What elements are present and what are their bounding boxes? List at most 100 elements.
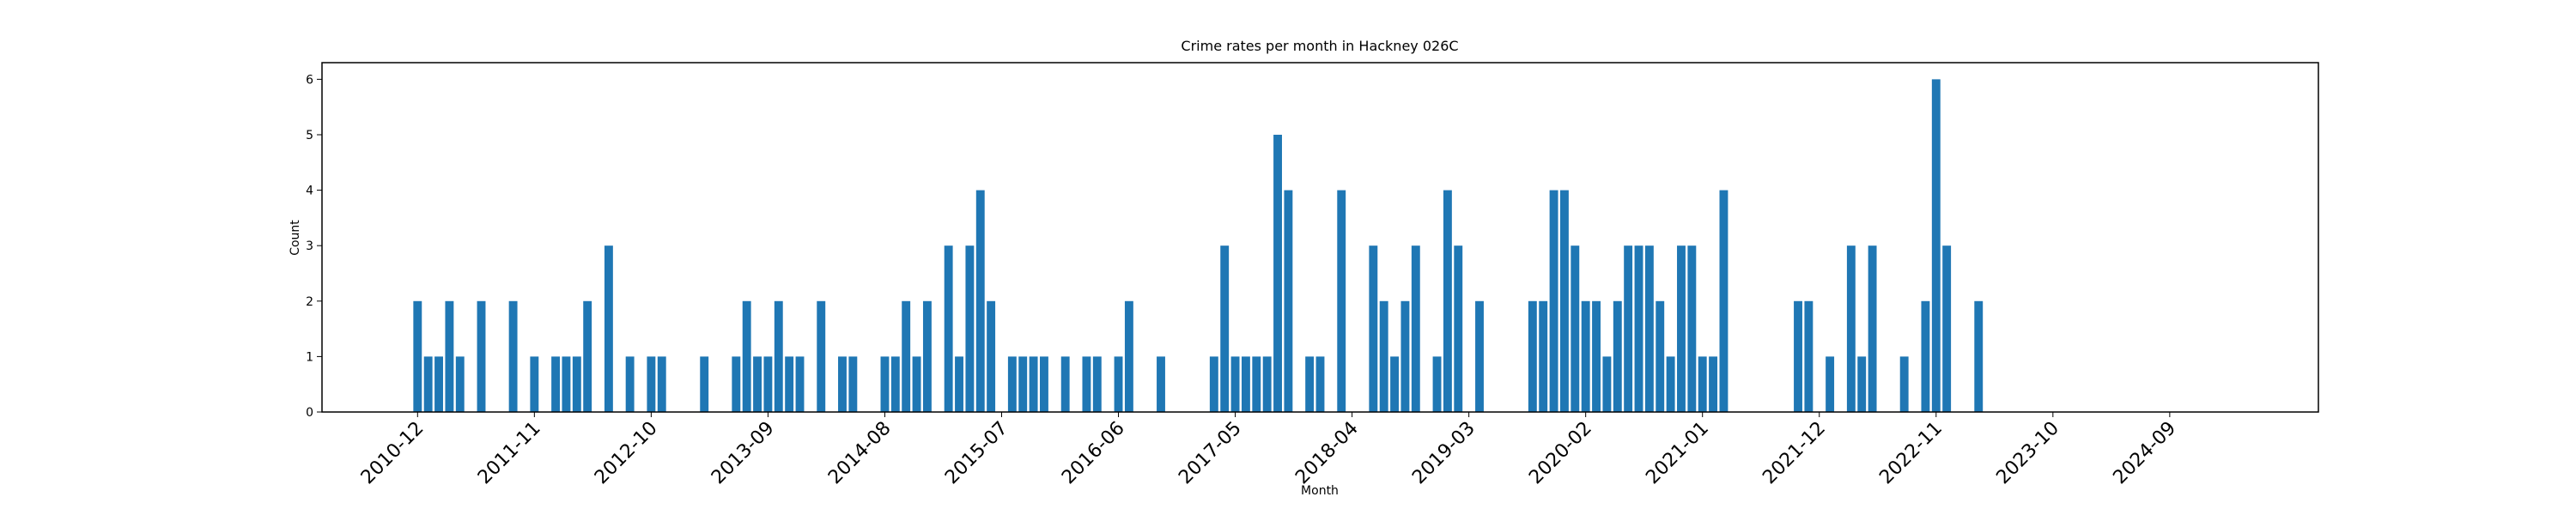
x-tick-label: 2022-11 [1875, 418, 1947, 489]
bar [1846, 245, 1856, 412]
bar [625, 356, 635, 412]
bar [445, 300, 454, 412]
x-tick-label: 2010-12 [357, 418, 428, 489]
bar [732, 356, 741, 412]
y-tick-label: 0 [306, 406, 313, 420]
bar [1390, 356, 1400, 412]
bar [1114, 356, 1123, 412]
bar [880, 356, 890, 412]
bar [1804, 300, 1814, 412]
bar [1273, 134, 1282, 412]
x-tick-label: 2016-06 [1058, 418, 1129, 489]
bar [1220, 245, 1230, 412]
bar [838, 356, 847, 412]
bar [848, 356, 858, 412]
bar [1539, 300, 1548, 412]
bar [1719, 190, 1728, 413]
bar [1581, 300, 1590, 412]
y-tick-label: 5 [306, 129, 313, 142]
plot-frame [321, 62, 2319, 413]
bar [1157, 356, 1165, 412]
bar [434, 356, 443, 412]
bar [1124, 300, 1133, 412]
y-tick-label: 2 [306, 295, 313, 309]
x-tick-label: 2013-09 [708, 418, 779, 489]
x-axis-label: Month [1301, 484, 1339, 498]
bar [700, 356, 709, 412]
x-tick-label: 2015-07 [941, 418, 1012, 489]
y-tick-label: 6 [306, 73, 313, 87]
bar [1284, 190, 1293, 413]
bar [455, 356, 465, 412]
bar [1624, 245, 1633, 412]
bar [1687, 245, 1697, 412]
bar [1252, 356, 1261, 412]
bar [965, 245, 975, 412]
bar [1942, 245, 1952, 412]
x-tick-label: 2020-02 [1525, 418, 1596, 489]
bar [922, 300, 932, 412]
bar [902, 300, 911, 412]
bar [647, 356, 656, 412]
bar [1571, 245, 1580, 412]
bar [890, 356, 900, 412]
bar [1262, 356, 1272, 412]
bar [1411, 245, 1420, 412]
bar [1029, 356, 1038, 412]
bar [562, 356, 571, 412]
bar [1634, 245, 1643, 412]
bar [987, 300, 996, 412]
bar [1018, 356, 1028, 412]
x-tick-label: 2017-05 [1175, 418, 1246, 489]
bar [572, 356, 581, 412]
x-tick-label: 2021-01 [1642, 418, 1713, 489]
bar [1092, 356, 1102, 412]
bar [1921, 300, 1930, 412]
bar [975, 190, 985, 413]
bar [551, 356, 561, 412]
bar [657, 356, 666, 412]
bar [1230, 356, 1240, 412]
bar [1794, 300, 1802, 412]
bar [1040, 356, 1048, 412]
x-tick-label: 2021-12 [1759, 418, 1830, 489]
bar [1602, 356, 1612, 412]
y-tick-label: 1 [306, 350, 313, 364]
bar [1379, 300, 1388, 412]
bar [1857, 356, 1867, 412]
bar [1060, 356, 1070, 412]
bar [1644, 245, 1654, 412]
bar [1337, 190, 1346, 413]
bar [1613, 300, 1622, 412]
bar [753, 356, 762, 412]
bar [912, 356, 921, 412]
bar [508, 300, 518, 412]
bar [413, 300, 422, 412]
bar [763, 356, 773, 412]
bar [1698, 356, 1707, 412]
x-tick-label: 2014-08 [824, 418, 896, 489]
bar [742, 300, 751, 412]
bar [1666, 356, 1675, 412]
x-tick-label: 2019-03 [1408, 418, 1479, 489]
bar [1528, 300, 1537, 412]
x-tick-label: 2018-04 [1291, 418, 1363, 489]
bar [1592, 300, 1601, 412]
bar [1677, 245, 1686, 412]
bar [1868, 245, 1877, 412]
bar [1974, 300, 1984, 412]
bar [817, 300, 826, 412]
x-tick-label: 2012-10 [591, 418, 662, 489]
bar [1826, 356, 1835, 412]
bar [1315, 356, 1325, 412]
bar [1369, 245, 1378, 412]
bar [1241, 356, 1250, 412]
bar [530, 356, 539, 412]
bar [1454, 245, 1463, 412]
chart-title: Crime rates per month in Hackney 026C [1181, 38, 1458, 54]
bar [1559, 190, 1569, 413]
x-tick-label: 2024-09 [2109, 418, 2180, 489]
bar [1443, 190, 1452, 413]
bar [774, 300, 783, 412]
bar [1400, 300, 1410, 412]
